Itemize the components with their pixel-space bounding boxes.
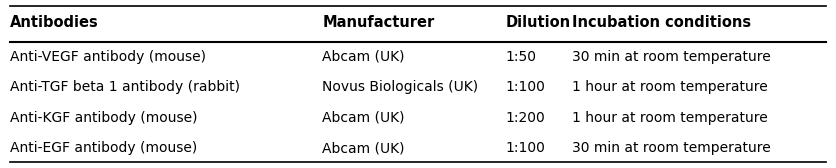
Text: Abcam (UK): Abcam (UK) (322, 111, 405, 125)
Text: 1 hour at room temperature: 1 hour at room temperature (572, 111, 768, 125)
Text: Manufacturer: Manufacturer (322, 15, 435, 30)
Text: Anti-EGF antibody (mouse): Anti-EGF antibody (mouse) (10, 141, 197, 155)
Text: Anti-TGF beta 1 antibody (rabbit): Anti-TGF beta 1 antibody (rabbit) (10, 80, 240, 94)
Text: Abcam (UK): Abcam (UK) (322, 50, 405, 64)
Text: Anti-KGF antibody (mouse): Anti-KGF antibody (mouse) (10, 111, 197, 125)
Text: Incubation conditions: Incubation conditions (572, 15, 752, 30)
Text: 1:100: 1:100 (506, 80, 545, 94)
Text: Dilution: Dilution (506, 15, 571, 30)
Text: 1:50: 1:50 (506, 50, 537, 64)
Text: Antibodies: Antibodies (10, 15, 99, 30)
Text: 30 min at room temperature: 30 min at room temperature (572, 50, 771, 64)
Text: Novus Biologicals (UK): Novus Biologicals (UK) (322, 80, 478, 94)
Text: 30 min at room temperature: 30 min at room temperature (572, 141, 771, 155)
Text: 1:100: 1:100 (506, 141, 545, 155)
Text: 1 hour at room temperature: 1 hour at room temperature (572, 80, 768, 94)
Text: 1:200: 1:200 (506, 111, 545, 125)
Text: Anti-VEGF antibody (mouse): Anti-VEGF antibody (mouse) (10, 50, 206, 64)
Text: Abcam (UK): Abcam (UK) (322, 141, 405, 155)
